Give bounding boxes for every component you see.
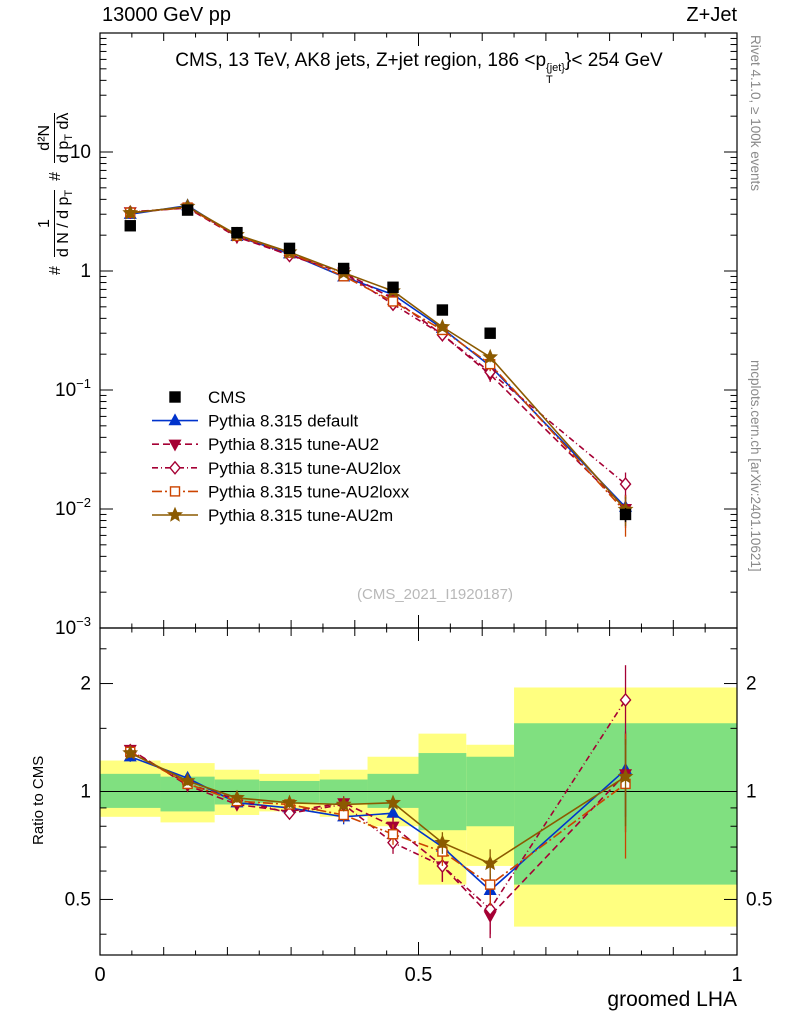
svg-text:0: 0 (94, 964, 105, 986)
tick-labels: 10 1 10−1 10−2 10−3 2 2 1 1 0.5 0.5 0 0.5 1 (55, 142, 772, 986)
svg-text:2: 2 (80, 674, 91, 695)
svg-text:0.5: 0.5 (65, 889, 91, 910)
ratio-y-axis-label: Ratio to CMS (30, 755, 47, 845)
svg-text:10: 10 (70, 142, 91, 163)
header-process: Z+Jet (686, 4, 737, 26)
svg-text:Pythia 8.315 tune-AU2: Pythia 8.315 tune-AU2 (208, 435, 379, 454)
svg-text:Pythia 8.315 tune-AU2loxx: Pythia 8.315 tune-AU2loxx (208, 482, 410, 501)
title-text: CMS, 13 TeV, AK8 jets, Z+jet region, 186… (175, 50, 547, 71)
header-beam-energy: 13000 GeV pp (102, 4, 231, 26)
uncertainty-bands (100, 687, 737, 927)
svg-text:1: 1 (731, 964, 742, 986)
svg-text:CMS: CMS (208, 388, 246, 407)
svg-text:1: 1 (746, 781, 757, 802)
svg-text:Pythia 8.315 tune-AU2lox: Pythia 8.315 tune-AU2lox (208, 459, 401, 478)
panel-title: CMS, 13 TeV, AK8 jets, Z+jet region, 186… (175, 50, 663, 86)
yaxis-fraction-2: d²N d pT dλ (36, 112, 76, 163)
analysis-id-watermark: (CMS_2021_I1920187) (357, 586, 513, 603)
mcplots-credit-label: mcplots.cern.ch [arXiv:2401.10621] (748, 360, 763, 572)
title-subsup: {jet} T (546, 62, 565, 86)
main-y-axis-label: # 1 d N / d pT # d²N d pT dλ (36, 112, 76, 275)
svg-text:1: 1 (80, 781, 91, 802)
rivet-version-label: Rivet 4.1.0, ≥ 100k events (748, 35, 763, 191)
svg-text:10−1: 10−1 (55, 376, 91, 401)
svg-text:Pythia 8.315 tune-AU2m: Pythia 8.315 tune-AU2m (208, 506, 393, 525)
series-cms-data (124, 204, 632, 522)
x-axis-label: groomed LHA (607, 988, 737, 1011)
yaxis-fraction-1: 1 d N / d pT (36, 189, 76, 258)
svg-text:Pythia 8.315 default: Pythia 8.315 default (208, 412, 359, 431)
svg-text:0.5: 0.5 (746, 889, 772, 910)
svg-text:10−2: 10−2 (55, 495, 91, 520)
legend: CMS Pythia 8.315 default Pythia 8.315 tune… (152, 388, 410, 525)
svg-text:1: 1 (80, 261, 91, 282)
axis-ticks (99, 32, 738, 955)
svg-text:2: 2 (746, 674, 757, 695)
svg-text:0.5: 0.5 (405, 964, 433, 986)
svg-text:10−3: 10−3 (55, 614, 91, 639)
